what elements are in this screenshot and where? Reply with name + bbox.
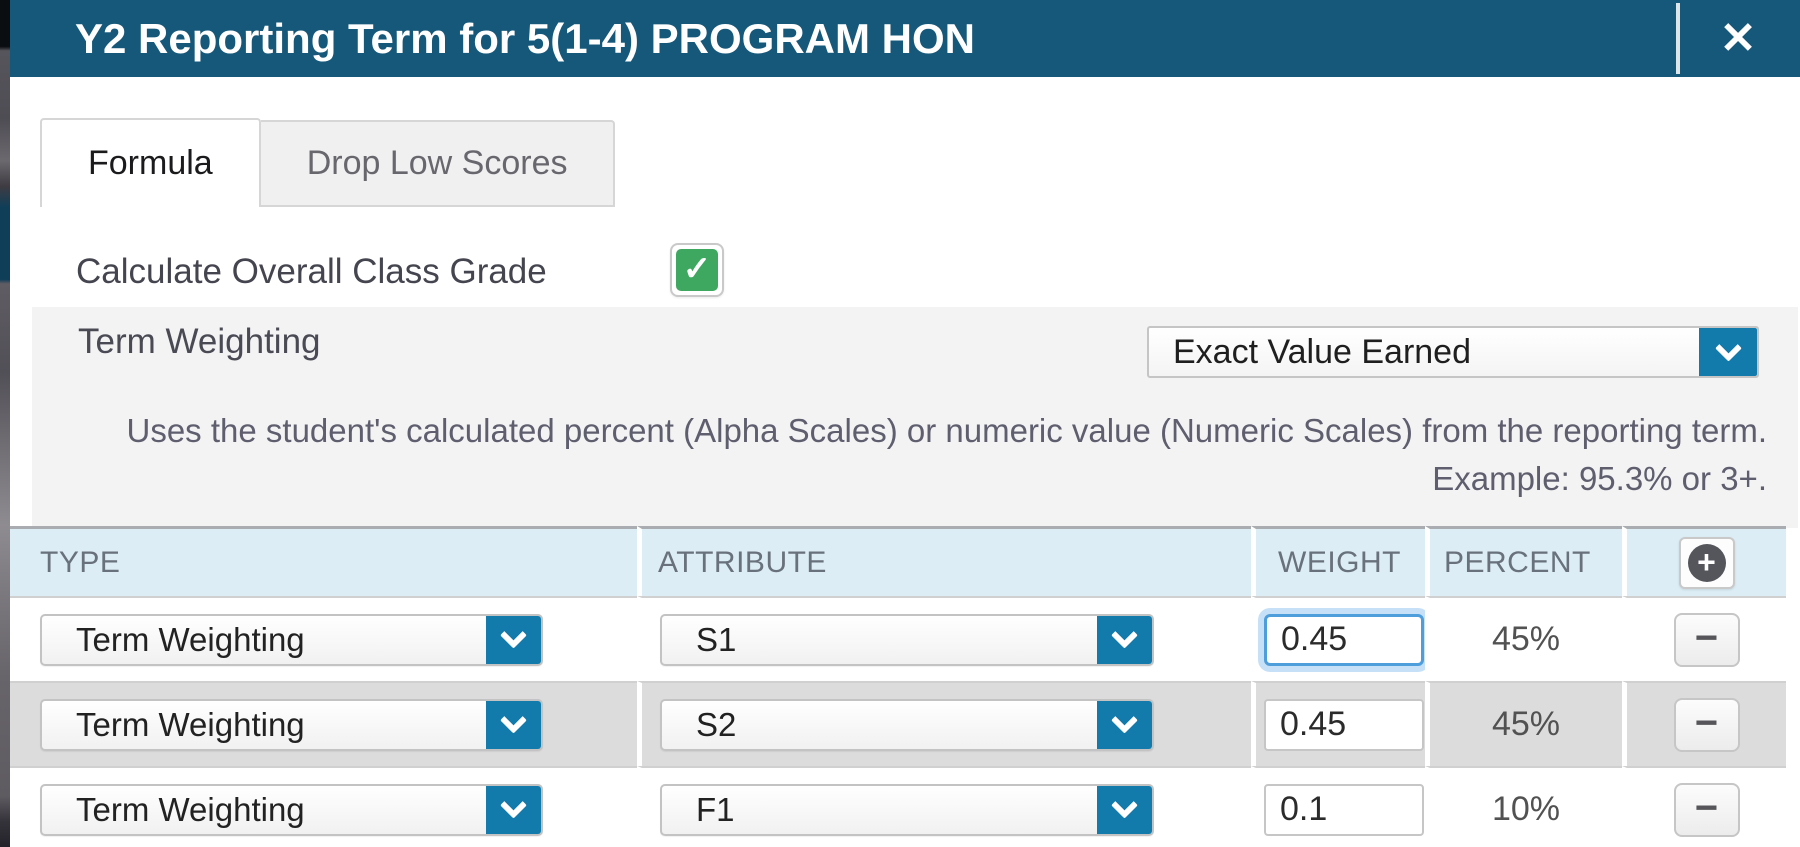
plus-circle: + [1687,543,1726,582]
row-attribute-select[interactable]: F1 [660,783,1154,836]
tab-drop-low-scores[interactable]: Drop Low Scores [260,120,616,207]
chevron-down-icon [500,621,527,649]
remove-row-button[interactable]: − [1673,697,1740,752]
row-type-select[interactable]: Term Weighting [40,783,543,836]
chevron-down-icon [500,791,527,819]
tab-bar: Formula Drop Low Scores [40,118,616,207]
row-attribute-value: S2 [696,705,737,743]
table-row-percent-cell: 45% [1425,681,1622,766]
row-attribute-select[interactable]: S1 [660,613,1154,666]
background-page-edge [0,0,10,847]
select-chevron-box [1699,328,1757,376]
column-header-percent: PERCENT [1425,526,1622,596]
reporting-term-modal: Y2 Reporting Term for 5(1-4) PROGRAM HON… [10,0,1800,847]
term-weighting-panel: Term Weighting Exact Value Earned Uses t… [32,307,1798,528]
select-chevron-box [486,785,541,834]
calculate-overall-grade-checkbox[interactable]: ✓ [670,243,724,297]
column-header-weight: WEIGHT [1251,526,1425,596]
tab-formula[interactable]: Formula [40,118,261,207]
term-weighting-label: Term Weighting [78,322,321,361]
row-weight-input[interactable] [1264,613,1424,666]
chevron-down-icon [1111,791,1138,819]
add-row-button[interactable]: + [1678,536,1735,589]
row-attribute-value: F1 [696,790,735,828]
column-header-attribute: ATTRIBUTE [637,526,1251,596]
remove-row-button[interactable]: − [1673,782,1740,837]
select-chevron-box [1097,700,1152,749]
row-attribute-select[interactable]: S2 [660,698,1154,751]
select-chevron-box [486,615,541,664]
row-attribute-value: S1 [696,620,737,658]
table-row-percent-cell: 45% [1425,596,1622,681]
row-type-value: Term Weighting [76,790,305,828]
row-weight-input[interactable] [1264,698,1424,751]
select-chevron-box [486,700,541,749]
row-percent-value: 45% [1491,705,1561,743]
header-divider [1676,3,1680,74]
modal-title: Y2 Reporting Term for 5(1-4) PROGRAM HON [75,15,975,62]
chevron-down-icon [1111,706,1138,734]
close-icon: ✕ [1719,13,1757,63]
table-row-action-cell: − [1622,766,1786,847]
weighting-table: TYPE ATTRIBUTE WEIGHT PERCENT + Term Wei… [10,526,1786,847]
remove-row-button[interactable]: − [1673,612,1740,667]
column-header-type: TYPE [10,526,637,596]
row-type-select[interactable]: Term Weighting [40,698,543,751]
close-button[interactable]: ✕ [1688,0,1788,77]
table-row-type-cell: Term Weighting [10,766,637,847]
term-weighting-selected-value: Exact Value Earned [1173,332,1471,371]
table-row-attribute-cell: S1 [637,596,1251,681]
table-row-type-cell: Term Weighting [10,596,637,681]
minus-icon: − [1694,700,1719,745]
column-header-actions: + [1622,526,1786,596]
checkmark-icon: ✓ [682,250,712,288]
table-row-action-cell: − [1622,596,1786,681]
table-row-weight-cell [1251,766,1425,847]
chevron-down-icon [500,706,527,734]
table-row-action-cell: − [1622,681,1786,766]
checkbox-checked-state: ✓ [676,249,718,291]
table-row-attribute-cell: S2 [637,681,1251,766]
table-row-weight-cell [1251,596,1425,681]
modal-header: Y2 Reporting Term for 5(1-4) PROGRAM HON… [10,0,1800,77]
table-row-attribute-cell: F1 [637,766,1251,847]
chevron-down-icon [1714,334,1742,362]
minus-icon: − [1694,785,1719,830]
row-type-select[interactable]: Term Weighting [40,613,543,666]
minus-icon: − [1694,615,1719,660]
term-weighting-description: Uses the student's calculated percent (A… [126,412,1768,497]
chevron-down-icon [1111,621,1138,649]
row-percent-value: 45% [1491,620,1561,658]
table-row-type-cell: Term Weighting [10,681,637,766]
row-type-value: Term Weighting [76,620,305,658]
calculate-overall-grade-label: Calculate Overall Class Grade [76,252,547,291]
row-weight-input[interactable] [1264,783,1424,836]
plus-icon: + [1697,543,1716,580]
row-percent-value: 10% [1491,790,1561,828]
select-chevron-box [1097,615,1152,664]
term-weighting-select[interactable]: Exact Value Earned [1147,326,1759,378]
table-row-percent-cell: 10% [1425,766,1622,847]
table-row-weight-cell [1251,681,1425,766]
row-type-value: Term Weighting [76,705,305,743]
select-chevron-box [1097,785,1152,834]
